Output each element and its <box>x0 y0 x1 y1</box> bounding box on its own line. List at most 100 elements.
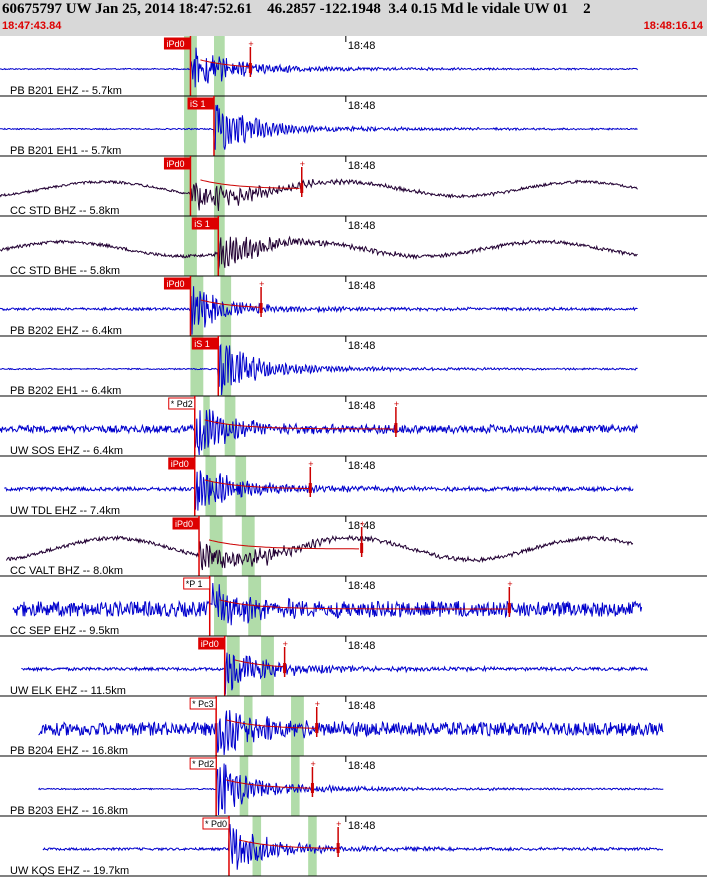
coda-plus: + <box>507 579 512 589</box>
waveform[interactable] <box>12 582 643 626</box>
trace-row[interactable]: 18:48 iS 1 PB B202 EH1 -- 6.4km <box>0 335 707 397</box>
pick-label-box[interactable] <box>198 637 226 650</box>
pick-label: iPd0 <box>171 459 189 469</box>
time-tick-label: 18:48 <box>348 520 376 532</box>
trace-row[interactable]: 18:48 + * Pc3 PB B204 EHZ -- 16.8km <box>0 695 707 757</box>
pick-label: iS 1 <box>194 219 210 229</box>
trace-row[interactable]: 18:48+ iPd0 CC VALT BHZ -- 8.0km <box>0 515 707 577</box>
pick-label-box[interactable] <box>163 277 191 290</box>
pick-window <box>214 36 225 96</box>
coda-plus: + <box>336 819 341 829</box>
pick-window <box>214 156 225 216</box>
coda-curve <box>219 599 508 610</box>
waveform[interactable] <box>21 652 648 695</box>
trace-row[interactable]: 18:48 iS 1 CC STD BHE -- 5.8km <box>0 215 707 277</box>
coda-marker-block <box>259 303 263 313</box>
coda-plus: + <box>300 159 305 169</box>
station-label: CC STD BHZ -- 5.8km <box>10 205 119 217</box>
pick-window <box>220 276 232 336</box>
pick-window <box>252 816 262 876</box>
station-label: UW KQS EHZ -- 19.7km <box>10 865 129 877</box>
pick-window <box>205 456 217 516</box>
pick-label-box[interactable] <box>187 97 215 110</box>
pick-label-box[interactable] <box>191 337 219 350</box>
waveform[interactable] <box>5 534 634 571</box>
trace-row[interactable]: 18:48 + iPd0 PB B202 EHZ -- 6.4km <box>0 275 707 337</box>
pick-label-box[interactable] <box>202 817 230 830</box>
coda-curve <box>234 659 283 668</box>
pick-window <box>214 96 225 156</box>
station-label: PB B203 EHZ -- 16.8km <box>10 805 128 817</box>
pick-label-box[interactable] <box>189 697 217 710</box>
trace-row[interactable]: 18:48 + * Pd2 PB B203 EHZ -- 16.8km <box>0 755 707 817</box>
station-label: PB B202 EHZ -- 6.4km <box>10 325 122 337</box>
coda-curve <box>225 719 317 729</box>
trace-row[interactable]: 18:48 iS 1 PB B201 EH1 -- 5.7km <box>0 95 707 157</box>
coda-curve <box>225 779 311 789</box>
waveform[interactable] <box>38 710 664 756</box>
pick-window <box>209 516 223 576</box>
pick-label-box[interactable] <box>172 517 200 530</box>
waveform[interactable] <box>0 286 638 335</box>
coda-curve <box>208 539 359 550</box>
waveform[interactable] <box>0 47 638 88</box>
pick-window <box>239 756 249 816</box>
trace-row[interactable]: 18:48 + iPd0 PB B201 EHZ -- 5.7km <box>0 36 638 97</box>
coda-plus: + <box>310 759 315 769</box>
time-tick-label: 18:48 <box>348 700 376 712</box>
time-tick-label: 18:48 <box>348 640 376 652</box>
time-tick-label: 18:48 <box>348 40 376 52</box>
pick-label: * Pd2 <box>192 759 214 769</box>
event-title: 60675797 UW Jan 25, 2014 18:47:52.61 46.… <box>2 1 591 17</box>
waveform[interactable] <box>42 824 664 870</box>
station-label: CC STD BHE -- 5.8km <box>10 265 120 277</box>
waveform[interactable] <box>0 409 639 456</box>
pick-window <box>190 336 204 396</box>
pick-label-box[interactable] <box>183 577 211 590</box>
waveform[interactable] <box>4 470 634 511</box>
pick-label: * Pd2 <box>171 399 193 409</box>
waveform[interactable] <box>38 763 664 816</box>
pick-window <box>291 756 300 816</box>
time-tick-label: 18:48 <box>348 160 376 172</box>
trace-row[interactable]: 18:48 + iPd0 UW TDL EHZ -- 7.4km <box>0 455 707 517</box>
trace-row[interactable]: 18:48 + *P 1 CC SEP EHZ -- 9.5km <box>0 575 707 637</box>
pick-window <box>308 816 317 876</box>
pick-label: iPd0 <box>166 159 184 169</box>
pick-label: iPd0 <box>175 519 193 529</box>
coda-marker-block <box>308 483 312 493</box>
pick-label-box[interactable] <box>168 457 196 470</box>
pick-label-box[interactable] <box>191 217 219 230</box>
waveform[interactable] <box>0 104 638 150</box>
trace-row[interactable]: 18:48 + iPd0 CC STD BHZ -- 5.8km <box>0 155 707 217</box>
waveform[interactable] <box>0 343 638 396</box>
coda-marker-block <box>394 423 398 433</box>
pick-window <box>243 696 253 756</box>
station-label: PB B201 EH1 -- 5.7km <box>10 145 121 157</box>
station-label: PB B204 EHZ -- 16.8km <box>10 745 128 757</box>
pick-label: iS 1 <box>190 99 206 109</box>
pick-label: * Pd0 <box>205 819 227 829</box>
pick-label: iPd0 <box>166 279 184 289</box>
pick-label-box[interactable] <box>189 757 217 770</box>
time-tick-label: 18:48 <box>348 460 376 472</box>
coda-plus: + <box>315 699 320 709</box>
trace-row[interactable]: 18:48 + * Pd2 UW SOS EHZ -- 6.4km <box>0 395 707 457</box>
time-tick-label: 18:48 <box>348 400 376 412</box>
coda-marker-block <box>310 783 314 793</box>
time-tick-label: 18:48 <box>348 580 376 592</box>
waveform[interactable] <box>0 235 638 270</box>
waveform[interactable] <box>0 178 638 212</box>
pick-label-box[interactable] <box>163 37 191 50</box>
trace-row[interactable]: 18:48 + iPd0 UW ELK EHZ -- 11.5km <box>0 635 707 697</box>
coda-plus: + <box>308 459 313 469</box>
coda-curve <box>238 839 338 849</box>
time-tick-label: 18:48 <box>348 760 376 772</box>
coda-marker-block <box>507 603 511 613</box>
pick-label-box[interactable] <box>168 397 196 410</box>
pick-label-box[interactable] <box>163 157 191 170</box>
trace-row[interactable]: 18:48 + * Pd0 UW KQS EHZ -- 19.7km <box>0 815 707 877</box>
coda-marker-block <box>315 723 319 733</box>
station-label: UW SOS EHZ -- 6.4km <box>10 445 123 457</box>
